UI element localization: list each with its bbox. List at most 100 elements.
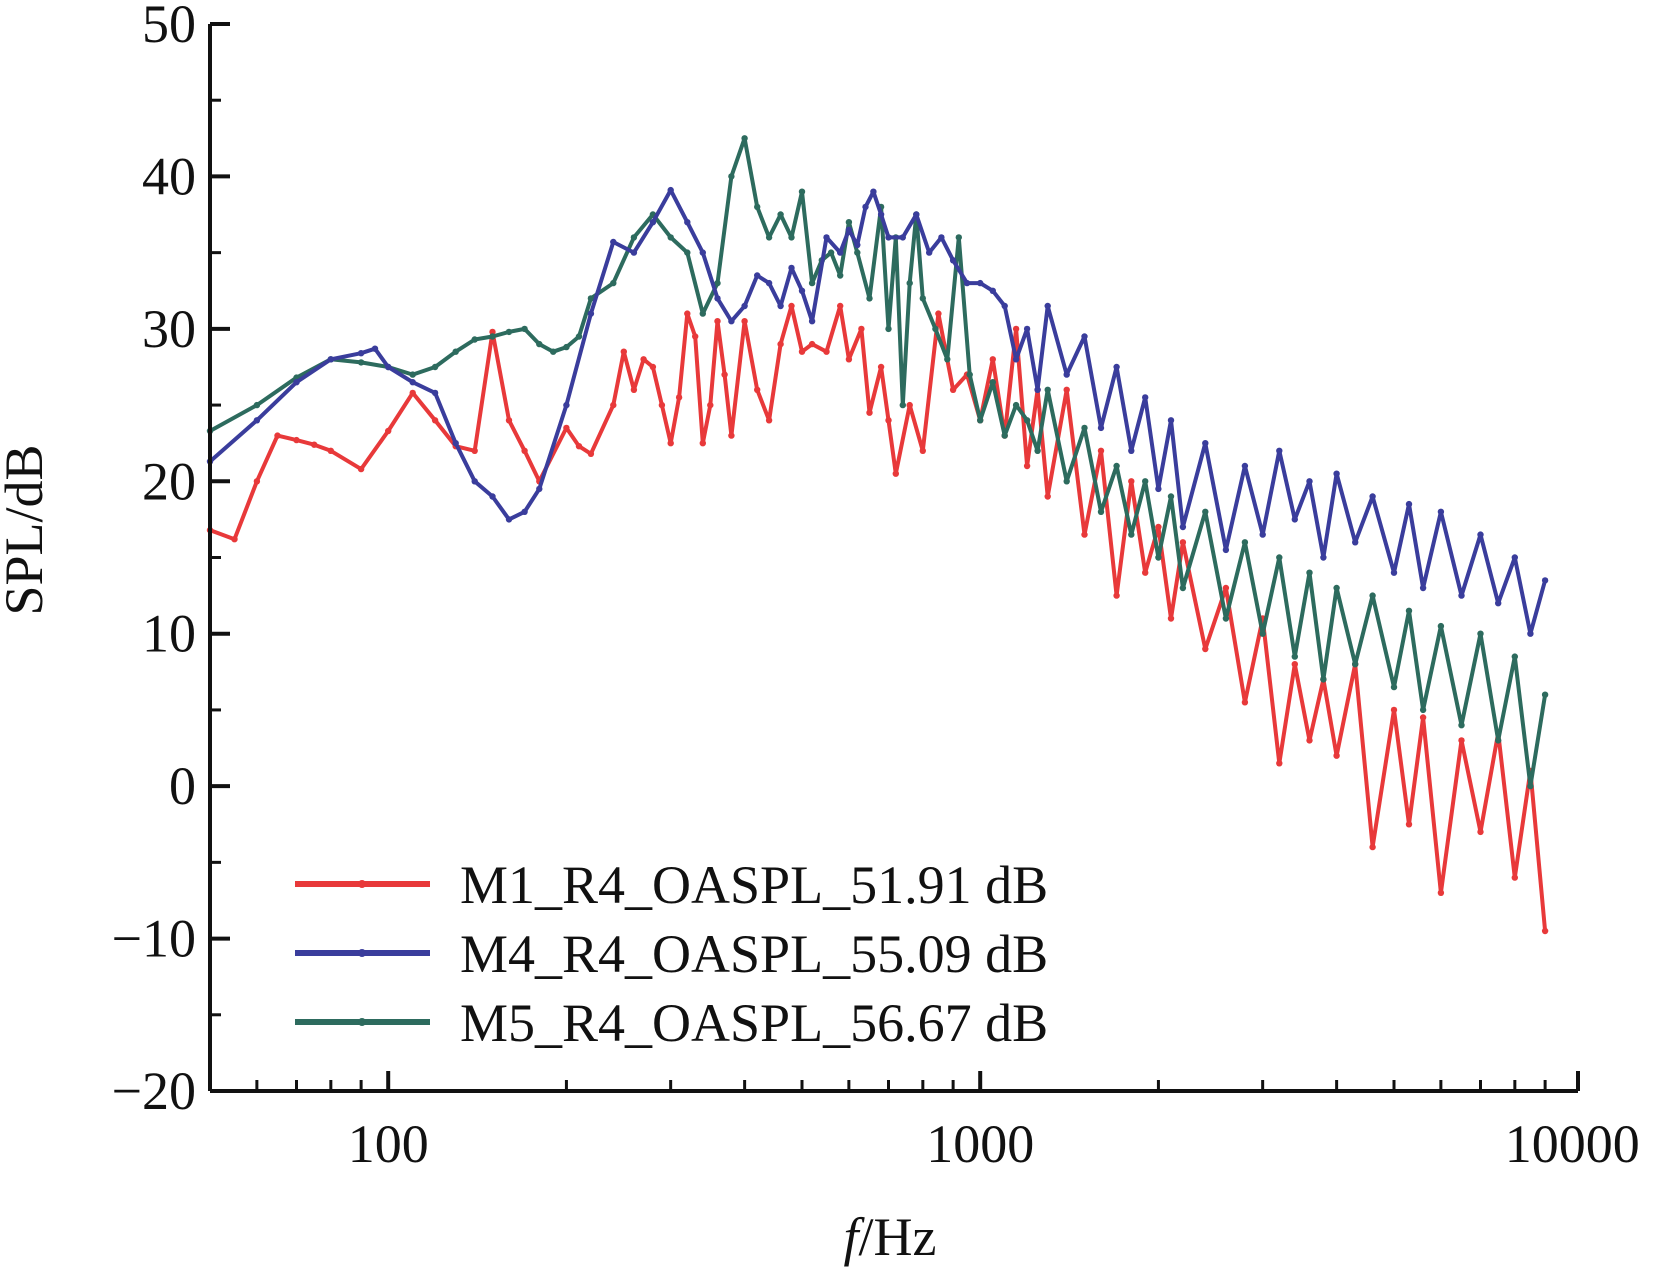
x-tick-label: 1000 bbox=[926, 1114, 1034, 1174]
data-point bbox=[1437, 508, 1445, 515]
data-point bbox=[1001, 432, 1008, 439]
data-point bbox=[1333, 752, 1340, 759]
y-tick-label: 10 bbox=[142, 604, 196, 664]
x-tick-label: 10000 bbox=[1505, 1114, 1640, 1174]
data-point bbox=[1306, 569, 1313, 576]
data-point bbox=[1012, 356, 1020, 363]
data-point bbox=[913, 211, 920, 218]
data-point bbox=[885, 325, 892, 333]
data-point bbox=[385, 363, 392, 371]
series-markers-m4 bbox=[206, 186, 1549, 637]
data-point bbox=[845, 356, 853, 363]
data-point bbox=[1511, 653, 1519, 660]
data-point bbox=[966, 371, 973, 378]
data-point bbox=[253, 417, 261, 424]
data-point bbox=[431, 389, 439, 397]
data-point bbox=[741, 302, 748, 310]
legend-marker-m5 bbox=[358, 1018, 366, 1026]
data-point bbox=[1167, 615, 1175, 622]
data-point bbox=[870, 188, 877, 195]
data-point bbox=[977, 417, 984, 424]
data-point bbox=[505, 328, 513, 336]
data-point bbox=[274, 432, 281, 439]
data-point bbox=[788, 234, 795, 241]
data-point bbox=[1241, 462, 1249, 470]
data-point bbox=[862, 203, 869, 211]
data-point bbox=[741, 135, 748, 142]
data-point bbox=[754, 203, 761, 211]
x-axis-title-unit: /Hz bbox=[859, 1207, 937, 1267]
data-point bbox=[1063, 386, 1070, 393]
data-point bbox=[630, 249, 638, 256]
series-line-m4 bbox=[208, 188, 1548, 636]
data-point bbox=[1369, 843, 1376, 851]
data-point bbox=[777, 302, 784, 310]
data-point bbox=[1527, 782, 1534, 790]
y-axis-title: SPL/dB bbox=[0, 444, 54, 615]
y-tick-label: 20 bbox=[142, 451, 196, 511]
data-point bbox=[741, 318, 748, 325]
data-point bbox=[1390, 683, 1398, 691]
data-point bbox=[827, 249, 835, 256]
data-point bbox=[1495, 737, 1502, 744]
data-point bbox=[1405, 821, 1413, 828]
data-point bbox=[357, 465, 365, 473]
data-point bbox=[1333, 470, 1340, 477]
data-point bbox=[692, 333, 699, 340]
data-point bbox=[1222, 546, 1230, 554]
data-point bbox=[409, 389, 416, 397]
data-point bbox=[899, 234, 906, 241]
data-point bbox=[955, 234, 962, 241]
data-point bbox=[989, 287, 996, 294]
data-point bbox=[808, 279, 816, 287]
data-point bbox=[431, 363, 439, 371]
data-point bbox=[563, 343, 570, 351]
data-point bbox=[1142, 478, 1149, 485]
y-tick-label: −20 bbox=[112, 1061, 196, 1121]
data-point bbox=[489, 328, 496, 336]
data-point bbox=[854, 249, 861, 256]
data-point bbox=[1495, 600, 1502, 607]
data-point bbox=[371, 345, 379, 352]
y-tick-label: 40 bbox=[142, 146, 196, 206]
data-point bbox=[1369, 592, 1376, 599]
data-point bbox=[667, 186, 674, 194]
data-point bbox=[1511, 554, 1519, 561]
data-point bbox=[885, 234, 892, 241]
data-point bbox=[788, 264, 795, 272]
data-point bbox=[777, 211, 784, 218]
data-point bbox=[938, 234, 945, 241]
data-point bbox=[610, 401, 617, 409]
data-point bbox=[877, 211, 885, 218]
data-point bbox=[684, 249, 691, 256]
data-point bbox=[906, 279, 913, 287]
data-point bbox=[977, 279, 984, 287]
data-point bbox=[521, 325, 528, 333]
data-point bbox=[1167, 493, 1175, 500]
data-point bbox=[798, 348, 806, 355]
data-point bbox=[699, 440, 706, 447]
data-point bbox=[1276, 760, 1283, 767]
data-point bbox=[471, 447, 478, 454]
data-point bbox=[521, 447, 528, 454]
data-point bbox=[1081, 531, 1088, 538]
data-point bbox=[798, 188, 806, 195]
data-point bbox=[885, 417, 892, 424]
legend-marker-m4 bbox=[358, 949, 366, 957]
data-point bbox=[837, 302, 844, 310]
data-point bbox=[1320, 676, 1327, 683]
data-point bbox=[1276, 554, 1283, 561]
data-point bbox=[808, 318, 816, 325]
data-point bbox=[707, 401, 714, 409]
data-point bbox=[754, 386, 761, 393]
data-point bbox=[777, 340, 784, 348]
data-point bbox=[1291, 516, 1299, 523]
data-point bbox=[1202, 508, 1209, 515]
data-point bbox=[1259, 630, 1266, 637]
y-tick-label: 50 bbox=[142, 0, 196, 54]
data-point bbox=[409, 379, 416, 386]
data-point bbox=[1012, 325, 1020, 333]
data-point bbox=[1012, 401, 1020, 409]
data-point bbox=[1458, 722, 1465, 729]
